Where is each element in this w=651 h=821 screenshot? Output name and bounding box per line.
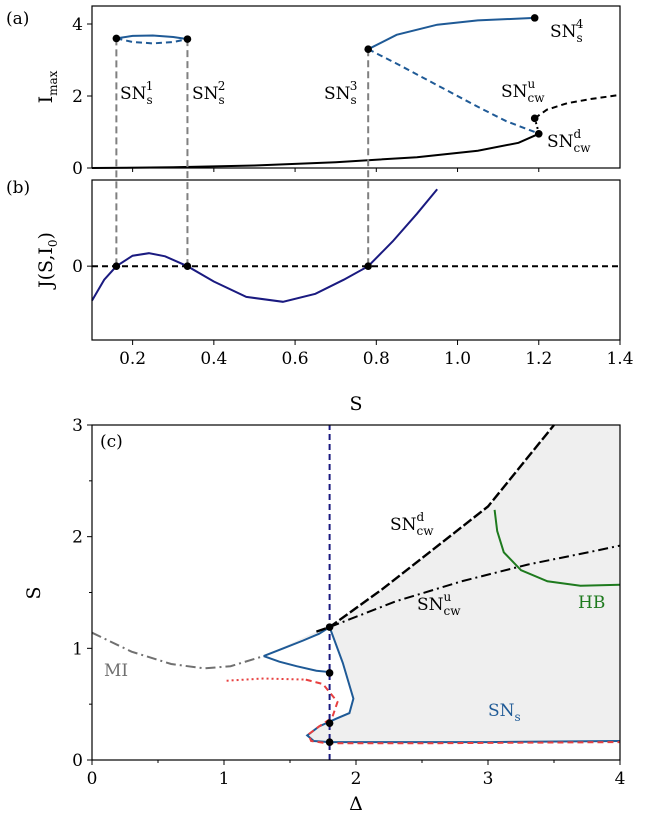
panel-c-ytick-label-3: 3 (72, 416, 83, 436)
panel-b-xlabel: S (349, 393, 362, 415)
panel-b-xtick-label-4: 1.0 (444, 349, 471, 369)
panel-b-xtick-label-2: 0.6 (282, 349, 309, 369)
panel-a-points (112, 14, 543, 138)
panel-b-series-0 (91, 188, 438, 303)
panel-a-point-5 (534, 130, 543, 138)
panel-c-ytick-label-2: 2 (72, 528, 83, 548)
panel-c-series-0 (91, 631, 264, 670)
panel-b-point-2 (364, 262, 372, 270)
label-sn-s: SNs (488, 701, 521, 724)
panel-c-shaded-region (263, 425, 620, 743)
panel-b-point-1 (183, 262, 192, 270)
panel-c-ytick-label-0: 0 (72, 751, 83, 771)
panel-a-annotations: SNs1 SNs2 SNs3 SNs4 SNcwu SNcwd (120, 17, 591, 155)
panel-b-frame (91, 179, 621, 341)
panel-label-a: (a) (6, 9, 29, 29)
panel-b-xtick-label-3: 0.8 (363, 349, 390, 369)
panel-b-ytick-label-0: 0 (72, 257, 83, 277)
panel-a-point-4 (530, 114, 539, 123)
panel-c-point-3 (325, 738, 334, 746)
panel-a-ytick-label-2: 4 (72, 15, 83, 35)
label-sn-cw-d: SNcwd (390, 510, 434, 538)
panel-label-c: (c) (100, 432, 123, 452)
panel-c-series-4 (226, 677, 306, 682)
annotation-sn-s2: SNs2 (192, 79, 225, 107)
panel-c-ticks: 0 1 2 3 0 1 2 3 4 (72, 416, 625, 789)
panel-c-series-1 (263, 625, 621, 744)
panel-b-points (112, 262, 372, 270)
panel-c-xtick-label-2: 2 (351, 769, 362, 789)
panel-c-xlabel: Δ (349, 793, 363, 815)
panel-b-xtick-label-0: 0.2 (119, 349, 146, 369)
panel-c-xtick-label-4: 4 (615, 769, 626, 789)
panel-a-series-4 (91, 132, 540, 169)
annotation-sn-cw-u: SNcwu (501, 77, 545, 105)
panel-c-series-2 (263, 655, 330, 674)
panel-c-xtick-label-1: 1 (219, 769, 230, 789)
panel-b-xtick-label-5: 1.2 (525, 349, 552, 369)
annotation-sn-s3: SNs3 (324, 79, 357, 107)
panel-a-series-2 (367, 16, 535, 51)
panel-a-point-3 (530, 14, 539, 22)
label-mi: MI (104, 661, 128, 681)
annotation-sn-s1: SNs1 (120, 79, 153, 107)
panel-b-point-0 (112, 262, 121, 270)
panel-c-point-0 (325, 623, 334, 631)
panel-a-ytick-label-1: 2 (72, 87, 83, 107)
panel-c-series-7 (493, 509, 621, 587)
panel-a-frame (91, 5, 621, 169)
panel-a-series-0 (116, 34, 188, 41)
panel-b-series (91, 188, 620, 303)
panel-c-xtick-label-3: 3 (483, 769, 494, 789)
label-hb: HB (578, 593, 605, 613)
panel-a-point-1 (183, 35, 192, 43)
annotation-sn-s4: SNs4 (550, 17, 584, 45)
panel-a-point-0 (112, 34, 121, 43)
panel-c-series (91, 424, 621, 760)
panel-c-frame (91, 424, 621, 761)
panel-a-ytick-label-0: 0 (72, 159, 83, 179)
panel-a-connectors (115, 38, 370, 267)
instability-region (263, 425, 620, 743)
panel-c-point-1 (325, 669, 334, 677)
panel-a-series-1 (116, 37, 188, 45)
panel-b-xtick-label-6: 1.4 (606, 349, 633, 369)
panel-a-series-6 (534, 93, 621, 120)
panel-b-ticks: 0 0.2 0.4 0.6 0.8 1.0 1.2 1.4 (72, 257, 633, 369)
panel-a-ylabel: Imax (35, 70, 60, 103)
panel-label-b: (b) (6, 178, 30, 198)
panel-c-points (325, 623, 334, 746)
panel-c-series-5 (316, 424, 555, 633)
panel-b-ylabel: J(S,I0) (35, 232, 60, 290)
panel-c-xtick-label-0: 0 (87, 769, 98, 789)
panel-c-ylabel: S (23, 586, 45, 599)
panel-a-ticks: 0 2 4 (72, 15, 540, 179)
panel-c-ytick-label-1: 1 (72, 639, 83, 659)
panel-a-point-2 (364, 45, 372, 53)
panel-b-xtick-label-1: 0.4 (200, 349, 227, 369)
panel-a-series-3 (367, 48, 536, 133)
annotation-sn-cw-d: SNcwd (547, 127, 591, 155)
panel-c-point-2 (325, 719, 334, 727)
label-sn-cw-u: SNcwu (417, 590, 461, 618)
panel-c-labels: MI HB SNs SNcwd SNcwu (104, 510, 605, 724)
